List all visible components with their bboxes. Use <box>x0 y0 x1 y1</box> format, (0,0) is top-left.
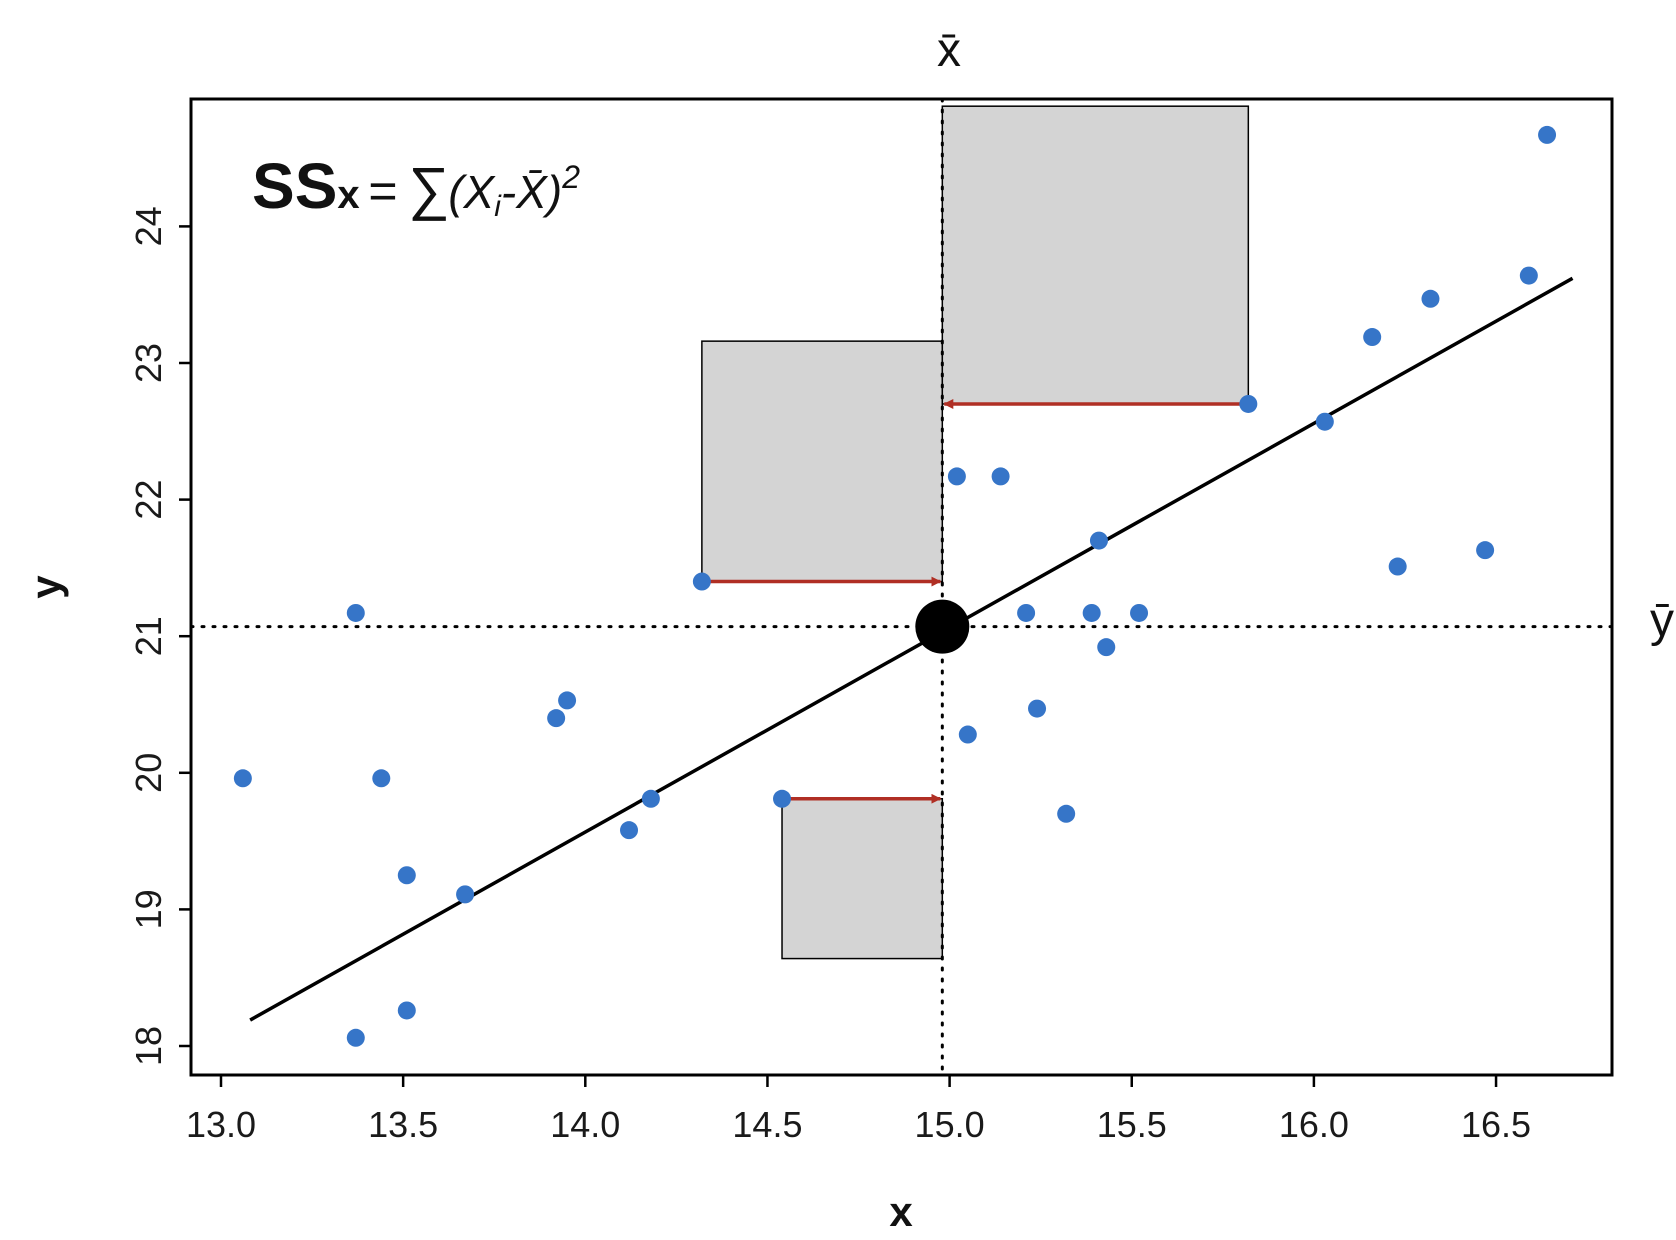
data-point <box>233 769 252 788</box>
plot-frame <box>189 97 1614 1077</box>
ssx-formula: SSx = ∑(Xi-X̄)2 <box>252 150 580 223</box>
x-tick-label: 15.5 <box>1097 1104 1167 1145</box>
formula-sigma: ∑ <box>407 156 448 221</box>
formula-power: 2 <box>561 159 580 195</box>
y-tick-label: 24 <box>128 206 169 246</box>
data-point <box>1476 541 1495 560</box>
data-point <box>397 866 416 885</box>
data-point <box>456 885 475 904</box>
data-point <box>692 572 711 591</box>
deviation-square-1 <box>701 340 944 583</box>
deviation-square-3 <box>781 798 944 960</box>
data-point <box>1017 603 1036 622</box>
x-tick-label: 13.0 <box>186 1104 256 1145</box>
formula-minus-xbar: -X̄ <box>501 166 549 218</box>
y-tick-label: 22 <box>128 480 169 520</box>
data-point <box>372 769 391 788</box>
y-tick-label: 23 <box>128 343 169 383</box>
x-tick-label: 16.0 <box>1279 1104 1349 1145</box>
data-point <box>958 725 977 744</box>
mean-point <box>915 599 970 654</box>
data-point <box>620 821 639 840</box>
data-point <box>1421 289 1440 308</box>
xbar-label: x̄ <box>937 24 961 77</box>
mean-point-layer <box>915 599 970 654</box>
data-point <box>641 789 660 808</box>
formula-ss: SS <box>252 150 337 222</box>
data-point <box>1315 412 1334 431</box>
formula-ss-subscript: x <box>337 173 359 217</box>
deviation-square-2 <box>941 105 1250 405</box>
y-axis-ticks: 18 19 20 21 22 23 24 <box>128 206 191 1066</box>
data-point <box>1057 804 1076 823</box>
data-point <box>773 789 792 808</box>
x-tick-label: 14.0 <box>550 1104 620 1145</box>
data-point <box>1089 531 1108 550</box>
squared-deviation-boxes <box>701 105 1250 960</box>
formula-close: ) <box>542 166 562 218</box>
data-point <box>346 1028 365 1047</box>
data-point <box>1097 638 1116 657</box>
data-point <box>346 603 365 622</box>
data-point <box>397 1001 416 1020</box>
data-point <box>1082 603 1101 622</box>
data-point <box>1028 699 1047 718</box>
data-point <box>947 467 966 486</box>
x-tick-label: 16.5 <box>1461 1104 1531 1145</box>
mean-guide-lines <box>189 97 1614 1077</box>
ybar-label: ȳ <box>1650 594 1674 647</box>
x-tick-label: 15.0 <box>915 1104 985 1145</box>
data-point <box>1519 266 1538 285</box>
y-tick-label: 19 <box>128 889 169 929</box>
data-point <box>1538 125 1557 144</box>
data-point <box>1130 603 1149 622</box>
y-tick-label: 18 <box>128 1026 169 1066</box>
deviation-arrows <box>701 398 1249 804</box>
y-tick-label: 20 <box>128 753 169 793</box>
data-points <box>233 125 1557 1047</box>
formula-open: (X <box>448 166 496 218</box>
data-point <box>1388 557 1407 576</box>
data-point <box>991 467 1010 486</box>
formula-equals: = <box>368 163 397 219</box>
data-point <box>558 691 577 710</box>
x-tick-label: 13.5 <box>368 1104 438 1145</box>
data-point <box>547 709 566 728</box>
data-point <box>1239 394 1258 413</box>
y-axis-title: y <box>22 575 69 599</box>
x-axis-ticks: 13.0 13.5 14.0 14.5 15.0 15.5 16.0 16.5 <box>186 1075 1531 1145</box>
x-axis-title: x <box>889 1188 913 1235</box>
y-tick-label: 21 <box>128 616 169 656</box>
x-tick-label: 14.5 <box>732 1104 802 1145</box>
formula-i-subscript: i <box>494 190 502 223</box>
data-point <box>1363 328 1382 347</box>
